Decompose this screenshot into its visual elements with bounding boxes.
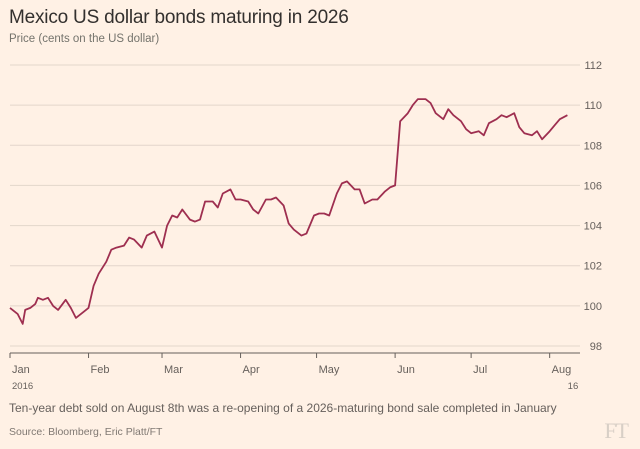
y-tick-label: 110 [584, 100, 602, 112]
x-tick-label: May [319, 364, 340, 376]
x-axis: Jan Feb Mar Apr May Jun Jul Aug 2016 16 [9, 352, 580, 392]
y-tick-label: 98 [590, 341, 602, 353]
x-year-label: 2016 [12, 381, 33, 392]
footnote: Ten-year debt sold on August 8th was a r… [9, 401, 557, 415]
x-tick-label: Jun [397, 364, 415, 376]
source-credit: Source: Bloomberg, Eric Platt/FT [9, 426, 163, 438]
x-tick-label: Jan [12, 364, 30, 376]
y-tick-label: 108 [584, 140, 602, 152]
series-layer [9, 98, 568, 325]
y-tick-label: 104 [584, 221, 602, 233]
x-tick-label: Apr [243, 364, 260, 376]
x-tick-label: Aug [552, 364, 572, 376]
chart-subtitle: Price (cents on the US dollar) [9, 33, 160, 45]
y-tick-label: 112 [584, 60, 602, 72]
x-tick-label: Jul [473, 364, 487, 376]
y-tick-label: 102 [584, 261, 602, 273]
y-tick-label: 100 [584, 301, 602, 313]
x-year-end-label: 16 [568, 381, 579, 392]
x-tick-label: Feb [91, 364, 110, 376]
y-tick-label: 106 [584, 180, 602, 192]
chart-title: Mexico US dollar bonds maturing in 2026 [9, 7, 349, 28]
x-tick-label: Mar [164, 364, 183, 376]
gridlines [10, 64, 580, 347]
series-line [9, 98, 568, 325]
y-axis: 98 100 102 104 106 108 110 112 [584, 60, 602, 353]
ft-logo: FT [604, 418, 629, 443]
